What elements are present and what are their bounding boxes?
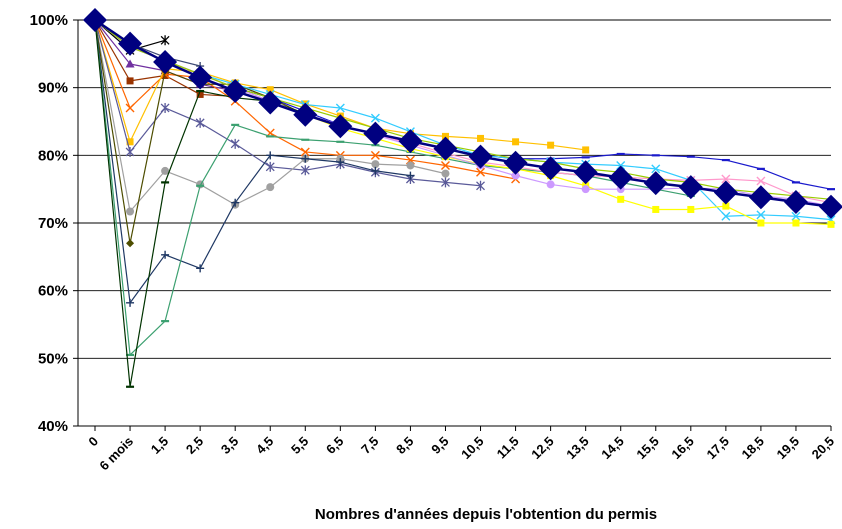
series-line [95,20,831,199]
data-point [126,147,134,157]
x-tick-label: 8,5 [393,434,416,457]
x-tick-labels: 06 mois 1,5 2,5 3,5 4,5 5,5 6,5 7,5 8,5 9,5 10,5 11… [85,426,837,473]
x-tick-label: 2,5 [183,434,206,457]
gridlines [73,20,831,426]
x-tick-label: 4,5 [253,434,276,457]
data-point [441,170,449,178]
series-group [83,8,842,387]
x-tick-label: 18,5 [739,434,768,463]
x-tick-label: 3,5 [218,434,241,457]
x-tick-label: 5,5 [288,434,311,457]
data-point [504,151,528,175]
x-tick-label: 20,5 [809,434,838,463]
data-point [266,183,274,191]
data-point [687,206,694,213]
data-point [161,35,169,45]
x-tick-label: 16,5 [668,434,697,463]
data-point [652,206,659,213]
data-point [617,196,624,203]
data-point [749,185,773,209]
series-13 [95,20,835,189]
data-point [477,135,484,142]
data-point [196,118,204,128]
x-tick-label: 12,5 [528,434,557,463]
data-point [512,138,519,145]
data-point [547,142,554,149]
y-tick-label: 40% [38,418,68,435]
data-point [126,239,134,247]
data-point [83,8,107,32]
x-tick-label: 19,5 [774,434,803,463]
x-tick-label: 10,5 [458,434,487,463]
data-point [644,171,668,195]
x-tick-label: 15,5 [633,434,662,463]
series-10 [95,20,414,307]
x-axis-title: Nombres d'années depuis l'obtention du p… [315,506,657,523]
data-point [223,79,247,103]
y-tick-label: 90% [38,80,68,97]
series-line [95,20,831,189]
series-16 [95,20,835,207]
data-point [609,166,633,190]
data-point [118,32,142,56]
y-tick-label: 100% [30,12,68,29]
data-point [828,221,835,228]
data-point [539,156,563,180]
data-point [126,104,134,112]
data-point [679,175,703,199]
y-tick-labels: 40% 50% 60% 70% 80% 90% 100% [30,12,68,435]
series-line [95,20,445,211]
y-tick-label: 60% [38,283,68,300]
series-line [95,20,831,203]
data-point [231,139,239,149]
y-tick-label: 80% [38,147,68,164]
x-tick-label: 14,5 [598,434,627,463]
y-tick-label: 70% [38,215,68,232]
x-tick-label: 1,5 [148,434,171,457]
series-19 [83,8,842,219]
data-point [161,251,169,259]
data-point [328,114,352,138]
data-point [127,77,134,84]
x-tick-label: 6 mois [96,434,136,474]
data-point [582,146,589,153]
x-tick-label: 13,5 [563,434,592,463]
x-tick-label: 6,5 [323,434,346,457]
series-18 [95,20,831,199]
series-line [95,20,410,303]
series-line [95,20,831,206]
data-point [582,185,590,193]
data-point [196,264,204,272]
data-point [757,220,764,227]
x-tick-label: 7,5 [358,434,381,457]
data-point [406,161,414,169]
data-point [126,207,134,215]
x-tick-label: 9,5 [428,434,451,457]
data-point [371,167,379,175]
data-point [792,220,799,227]
series-8 [95,20,449,215]
x-tick-label: 11,5 [494,434,522,462]
y-tick-label: 50% [38,350,68,367]
data-point [371,114,379,122]
data-point [547,180,555,188]
data-point [126,299,134,307]
x-tick-label: 17,5 [703,434,732,463]
data-point [714,181,738,205]
data-point [161,103,169,113]
x-tick-label: 0 [85,434,101,450]
data-point [784,190,808,214]
